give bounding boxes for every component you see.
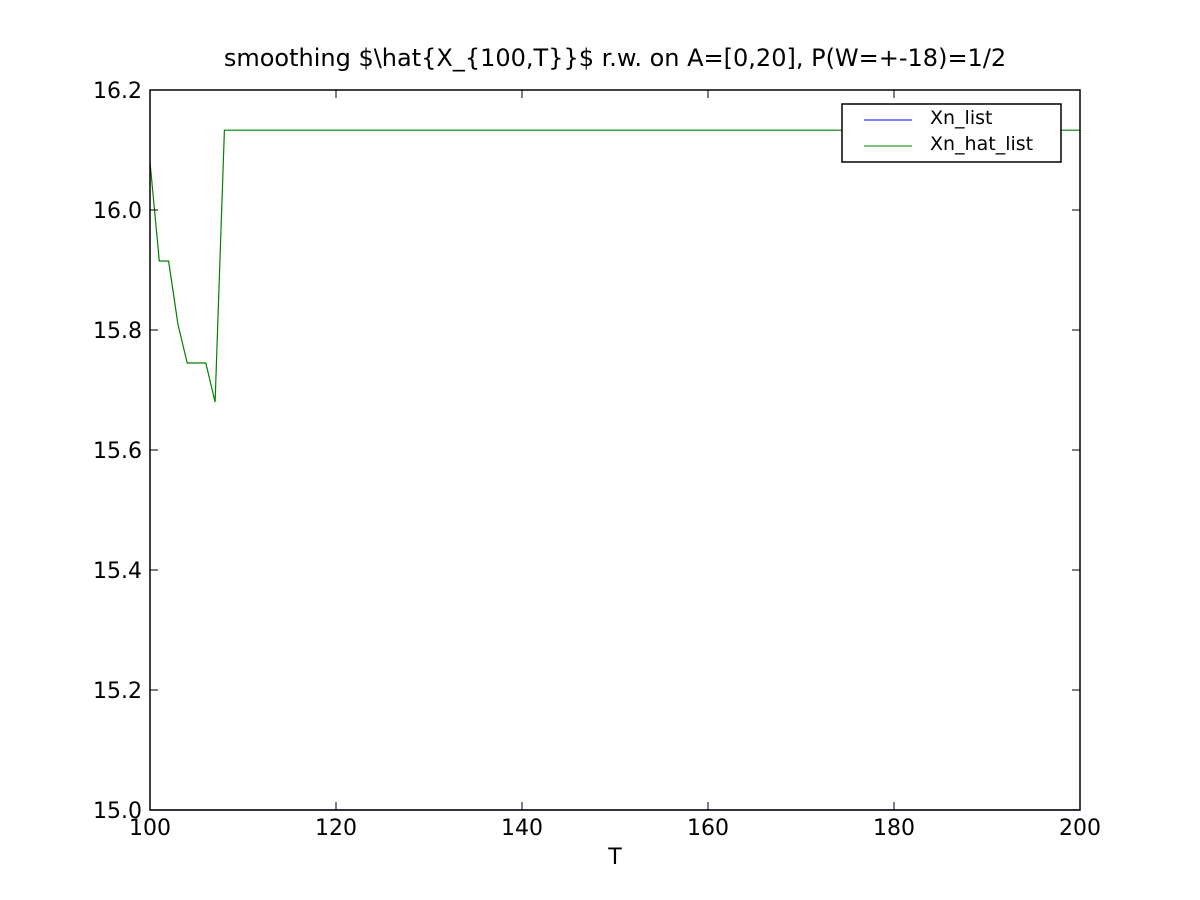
y-axis-ticks: 15.0 15.2 15.4 15.6 15.8 16.0 16.2 [93, 79, 1080, 824]
series-line-xn-hat-list [149, 129, 1080, 403]
x-tick-label: 120 [315, 816, 357, 841]
x-axis-title: T [607, 845, 622, 870]
x-axis-ticks: 100 120 140 160 180 200 [129, 90, 1101, 841]
legend: Xn_list Xn_hat_list [841, 103, 1062, 163]
legend-label-xn-hat-list: Xn_hat_list [930, 133, 1033, 155]
x-tick-label: 180 [873, 816, 915, 841]
y-tick-label: 16.0 [93, 199, 142, 224]
y-tick-label: 15.4 [93, 559, 142, 584]
chart-title: smoothing $\hat{X_{100,T}}$ r.w. on A=[0… [224, 44, 1006, 72]
x-tick-label: 160 [687, 816, 729, 841]
y-tick-label: 15.6 [93, 439, 142, 464]
y-tick-label: 15.0 [93, 799, 142, 824]
y-tick-label: 16.2 [93, 79, 142, 104]
legend-box [841, 103, 1062, 163]
y-tick-label: 15.8 [93, 319, 142, 344]
x-tick-label: 140 [501, 816, 543, 841]
legend-label-xn-list: Xn_list [930, 107, 992, 129]
x-tick-label: 100 [129, 816, 171, 841]
y-tick-label: 15.2 [93, 679, 142, 704]
x-tick-label: 200 [1059, 816, 1101, 841]
plot-area [150, 90, 1080, 810]
